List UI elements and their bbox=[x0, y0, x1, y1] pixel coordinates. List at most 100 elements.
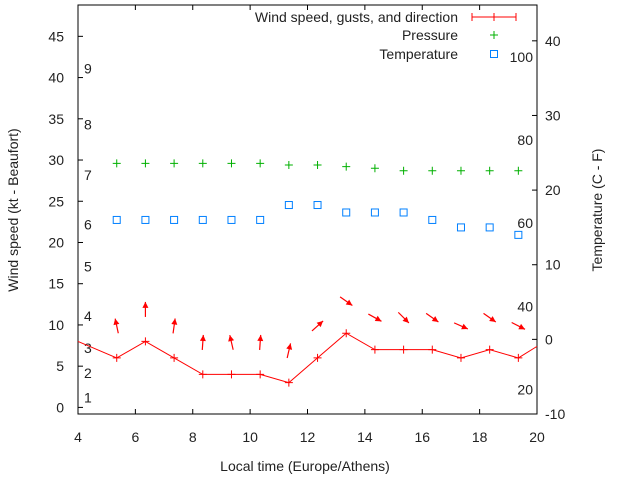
pressure-point bbox=[485, 166, 494, 175]
wind-direction-arrowhead bbox=[431, 316, 439, 322]
wind-direction-arrowhead bbox=[142, 301, 149, 308]
temperature-point bbox=[227, 215, 236, 224]
pressure-point bbox=[198, 159, 207, 168]
legend-label-wind: Wind speed, gusts, and direction bbox=[255, 9, 458, 25]
temperature-point bbox=[313, 201, 322, 210]
pressure-point bbox=[112, 159, 121, 168]
wind-direction-arrowhead bbox=[402, 316, 409, 323]
pressure-point bbox=[284, 160, 293, 169]
legend-sample-temperature bbox=[490, 50, 498, 58]
y-tick-label: 45 bbox=[48, 28, 64, 44]
wind-point bbox=[313, 353, 322, 362]
x-tick-label: 14 bbox=[357, 429, 373, 445]
pressure-point bbox=[342, 162, 351, 171]
y2-tick-label: 20 bbox=[545, 182, 561, 198]
wind-direction-arrowhead bbox=[345, 299, 353, 306]
y-tick-label: 20 bbox=[48, 234, 64, 250]
x-tick-label: 18 bbox=[472, 429, 488, 445]
legend: Wind speed, gusts, and direction Pressur… bbox=[255, 9, 458, 62]
wind-point bbox=[141, 337, 150, 346]
temperature-point bbox=[456, 223, 465, 232]
wind-direction-arrowhead bbox=[257, 334, 264, 342]
wind-direction-arrowhead bbox=[228, 335, 235, 342]
wind-direction-arrowhead bbox=[286, 343, 293, 350]
y2-tick-label: 30 bbox=[545, 107, 561, 123]
pressure-point bbox=[370, 164, 379, 173]
x-tick-label: 12 bbox=[300, 429, 316, 445]
beaufort-label: 4 bbox=[84, 308, 92, 324]
pressure-point bbox=[428, 166, 437, 175]
wind-direction-arrowhead bbox=[461, 323, 468, 330]
wind-direction-arrowhead bbox=[374, 315, 382, 322]
beaufort-label: 3 bbox=[84, 340, 92, 356]
wind-point bbox=[485, 345, 494, 354]
wind-direction-arrowhead bbox=[113, 318, 120, 326]
fahrenheit-label: 20 bbox=[517, 381, 533, 397]
wind-point bbox=[198, 370, 207, 379]
y-tick-label: 0 bbox=[56, 399, 64, 415]
pressure-point bbox=[170, 159, 179, 168]
temperature-point bbox=[428, 215, 437, 224]
legend-sample-wind bbox=[471, 13, 517, 21]
pressure-point bbox=[141, 159, 150, 168]
wind-point bbox=[170, 353, 179, 362]
wind-direction-arrowhead bbox=[199, 334, 206, 342]
wind-point bbox=[227, 370, 236, 379]
fahrenheit-label: 40 bbox=[517, 299, 533, 315]
temperature-point bbox=[198, 215, 207, 224]
beaufort-label: 6 bbox=[84, 216, 92, 232]
y-tick-label: 25 bbox=[48, 193, 64, 209]
wind-direction-arrowhead bbox=[518, 323, 526, 330]
legend-label-pressure: Pressure bbox=[402, 27, 458, 43]
pressure-point bbox=[313, 160, 322, 169]
temperature-point bbox=[399, 208, 408, 217]
fahrenheit-label: 60 bbox=[517, 215, 533, 231]
plot-frame bbox=[77, 4, 538, 415]
y2-tick-label: 40 bbox=[545, 33, 561, 49]
temperature-point bbox=[485, 223, 494, 232]
temperature-point bbox=[112, 215, 121, 224]
temperature-point bbox=[256, 215, 265, 224]
temperature-point bbox=[342, 208, 351, 217]
legend-sample-pressure bbox=[490, 31, 498, 39]
fahrenheit-label: 80 bbox=[517, 132, 533, 148]
legend-label-temperature: Temperature bbox=[379, 46, 458, 62]
wind-direction-arrowhead bbox=[316, 320, 324, 328]
wind-point bbox=[256, 370, 265, 379]
beaufort-label: 7 bbox=[84, 167, 92, 183]
x-tick-label: 8 bbox=[189, 429, 197, 445]
wind-point bbox=[514, 353, 523, 362]
y2-tick-label: 10 bbox=[545, 257, 561, 273]
beaufort-label: 9 bbox=[84, 60, 92, 76]
pressure-point bbox=[514, 166, 523, 175]
y-tick-label: 40 bbox=[48, 70, 64, 86]
wind-point bbox=[370, 345, 379, 354]
pressure-point bbox=[399, 166, 408, 175]
y-axis-label: Wind speed (kt - Beaufort) bbox=[5, 128, 21, 291]
pressure-point bbox=[227, 159, 236, 168]
beaufort-label: 5 bbox=[84, 258, 92, 274]
wind-point bbox=[112, 353, 121, 362]
wind-speed-line bbox=[77, 332, 538, 384]
y-tick-label: 35 bbox=[48, 111, 64, 127]
pressure-point bbox=[256, 159, 265, 168]
wind-point bbox=[428, 345, 437, 354]
beaufort-label: 2 bbox=[84, 365, 92, 381]
temperature-point bbox=[514, 230, 523, 239]
temperature-point bbox=[370, 208, 379, 217]
wind-point bbox=[399, 345, 408, 354]
y-tick-label: 30 bbox=[48, 152, 64, 168]
x-tick-label: 16 bbox=[414, 429, 430, 445]
wind-point bbox=[284, 378, 293, 387]
temperature-point bbox=[284, 201, 293, 210]
wind-direction-arrowhead bbox=[489, 316, 496, 322]
y-tick-label: 10 bbox=[48, 317, 64, 333]
wind-point bbox=[456, 353, 465, 362]
x-tick-label: 4 bbox=[74, 429, 82, 445]
x-tick-label: 6 bbox=[131, 429, 139, 445]
temperature-point bbox=[170, 215, 179, 224]
y2-tick-label: -10 bbox=[545, 406, 565, 422]
wind-direction-arrowhead bbox=[171, 318, 178, 325]
x-tick-label: 10 bbox=[242, 429, 258, 445]
